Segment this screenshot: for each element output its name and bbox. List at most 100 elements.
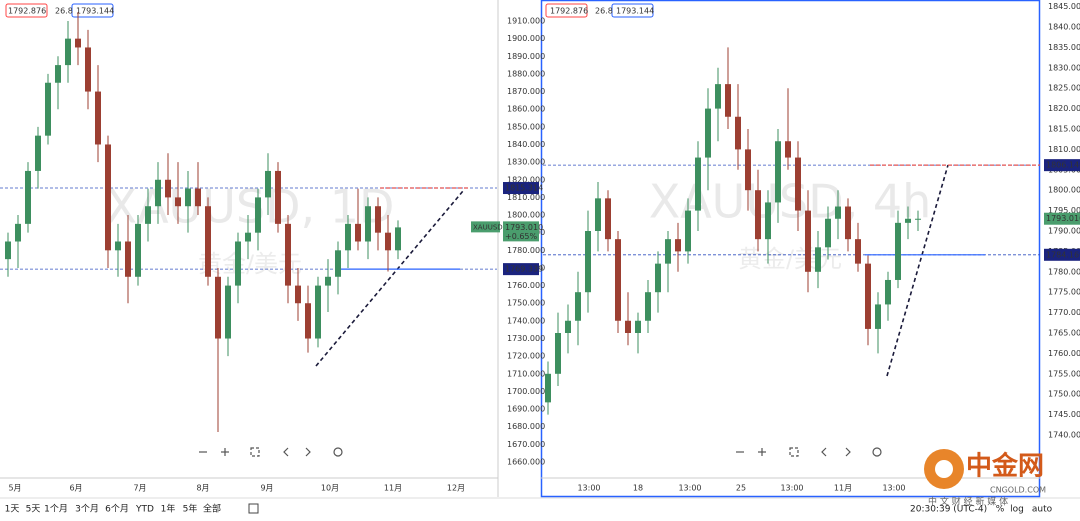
candle-body — [795, 157, 801, 211]
y-tick-label: 1720.000 — [507, 352, 545, 361]
range-button[interactable]: YTD — [135, 505, 154, 515]
candle-body — [755, 190, 761, 240]
legend-box — [545, 3, 588, 18]
candle-body — [65, 38, 71, 66]
calendar-icon[interactable] — [248, 503, 259, 514]
y-tick-label: 1850.000 — [507, 122, 545, 131]
right-panel-border — [540, 0, 1041, 498]
scale-option[interactable]: log — [1010, 505, 1024, 515]
candle-body — [35, 135, 41, 171]
candle-body — [855, 239, 861, 264]
y-tick-label: 1700.000 — [507, 387, 545, 396]
range-button[interactable]: 3个月 — [75, 504, 99, 515]
range-button[interactable]: 6个月 — [105, 504, 129, 515]
watermark-sub: 黄金/美元 — [738, 245, 842, 273]
scale-option[interactable]: auto — [1032, 505, 1053, 515]
candle-body — [235, 241, 241, 286]
candle-body — [885, 279, 891, 305]
candle-body — [95, 91, 101, 145]
candle-body — [315, 285, 321, 339]
candle-body — [255, 197, 261, 233]
y-tick-label: 1730.000 — [507, 334, 545, 343]
x-tick-label: 11月 — [834, 484, 852, 493]
candle-body — [815, 247, 821, 272]
candle-body — [175, 197, 181, 207]
candle-body — [895, 222, 901, 280]
candle-body — [655, 263, 661, 293]
range-button[interactable]: 1年 — [161, 503, 176, 515]
y-tick-label: 1670.000 — [507, 440, 545, 449]
candle-body — [765, 202, 771, 240]
x-tick-label: 13:00 — [780, 484, 803, 493]
range-button[interactable]: 全部 — [203, 503, 221, 515]
candle-body — [85, 47, 91, 92]
y-tick-label: 1750.000 — [507, 299, 545, 308]
x-tick-label: 7月 — [133, 484, 146, 493]
candle-body — [545, 373, 551, 403]
y-tick-label: 1800.000 — [507, 211, 545, 220]
candle-body — [5, 241, 11, 260]
range-button[interactable]: 5年 — [183, 503, 198, 515]
candle-body — [375, 206, 381, 233]
candle-body — [385, 232, 391, 251]
candle-body — [205, 206, 211, 277]
price-label: 1769.339 — [505, 265, 543, 274]
x-tick-label: 18 — [633, 484, 643, 493]
legend-value: 26.8 — [595, 7, 613, 16]
price-label: 1806.140 — [1046, 161, 1080, 170]
symbol: XAUUSD — [473, 223, 503, 231]
candle-body — [105, 144, 111, 251]
logo-url: CNGOLD.COM — [990, 486, 1046, 495]
candle-body — [345, 223, 351, 251]
candle-body — [695, 157, 701, 211]
y-tick-label: 1840.000 — [1048, 23, 1080, 32]
candle-body — [135, 223, 141, 277]
legend-value: 1792.876 — [550, 7, 588, 16]
candle-body — [555, 333, 561, 374]
range-button[interactable]: 5天 — [26, 505, 41, 515]
y-tick-label: 1910.000 — [507, 17, 545, 26]
x-tick-label: 9月 — [260, 484, 273, 493]
y-tick-label: 1740.000 — [507, 316, 545, 325]
candle-body — [585, 231, 591, 293]
y-tick-label: 1680.000 — [507, 422, 545, 431]
watermark-sub: 黄金/美元 — [198, 250, 302, 278]
y-tick-label: 1845.000 — [1048, 2, 1080, 11]
candle-body — [865, 263, 871, 329]
y-tick-label: 1780.000 — [1048, 267, 1080, 276]
candle-body — [645, 292, 651, 321]
x-tick-label: 10月 — [321, 484, 339, 493]
y-tick-label: 1790.000 — [1048, 227, 1080, 236]
candle-body — [905, 218, 911, 223]
candle-body — [275, 170, 281, 224]
candle-body — [295, 285, 301, 304]
y-tick-label: 1890.000 — [507, 52, 545, 61]
candle-body — [115, 241, 121, 251]
nav-controls[interactable] — [199, 447, 882, 457]
y-tick-label: 1835.000 — [1048, 43, 1080, 52]
x-tick-label: 25 — [736, 484, 746, 493]
candle-body — [635, 320, 641, 333]
candle-body — [745, 149, 751, 191]
watermark: XAUUSD, 4h — [649, 175, 932, 229]
candle-body — [165, 179, 171, 198]
range-button[interactable]: 1天 — [5, 505, 20, 515]
y-tick-label: 1775.000 — [1048, 288, 1080, 297]
y-tick-label: 1830.000 — [507, 158, 545, 167]
candle-body — [875, 304, 881, 329]
y-tick-label: 1830.000 — [1048, 63, 1080, 72]
candle-body — [15, 223, 21, 242]
y-tick-label: 1810.000 — [507, 193, 545, 202]
y-tick-label: 1880.000 — [507, 69, 545, 78]
y-tick-label: 1755.000 — [1048, 369, 1080, 378]
scale-option[interactable]: % — [996, 505, 1005, 515]
candle-body — [735, 116, 741, 150]
candle-body — [615, 239, 621, 321]
candle-body — [725, 84, 731, 117]
candle-body — [265, 170, 271, 198]
price-label-box — [503, 182, 539, 195]
y-tick-label: 1765.000 — [1048, 329, 1080, 338]
candle-body — [675, 239, 681, 252]
range-button[interactable]: 1个月 — [44, 504, 68, 515]
